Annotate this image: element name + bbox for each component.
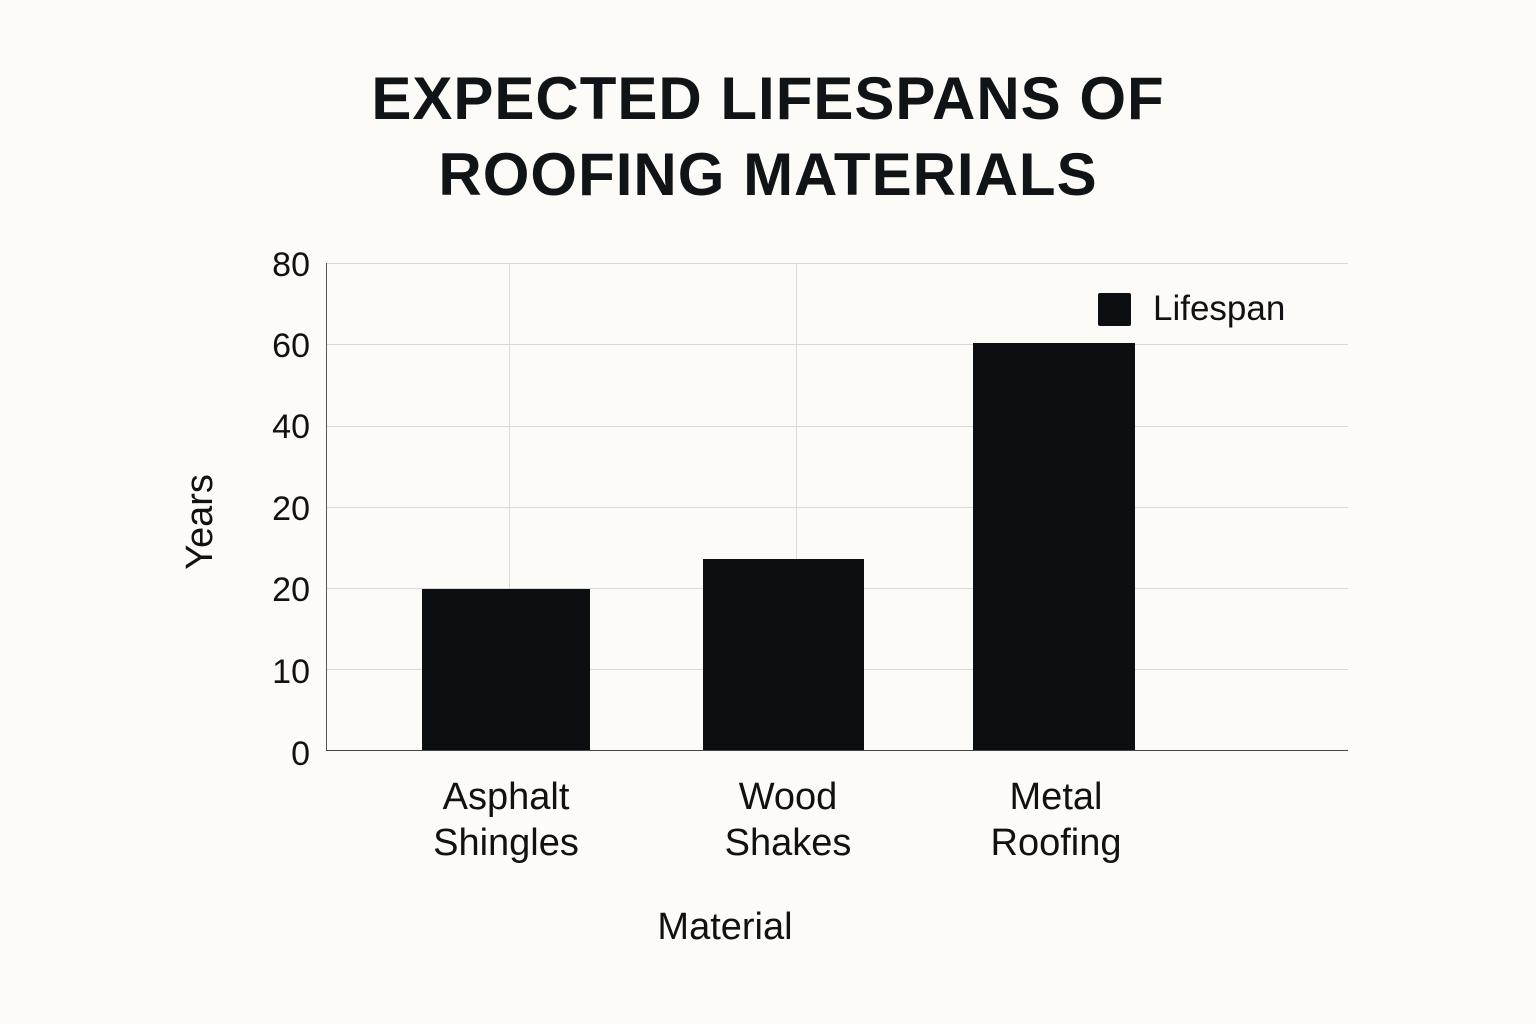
bar-asphalt-shingles	[422, 589, 590, 751]
x-axis-title: Material	[657, 906, 793, 948]
chart-title-line-2: ROOFING MATERIALS	[438, 141, 1098, 208]
x-label-line: Shingles	[433, 822, 579, 864]
bar-metal-roofing	[973, 343, 1135, 751]
y-tick-label: 10	[272, 653, 310, 691]
x-axis-line	[326, 750, 1348, 751]
x-label-line: Shakes	[724, 822, 852, 864]
vertical-gridline	[509, 263, 510, 751]
y-axis-line	[326, 263, 327, 751]
y-tick-label: 40	[272, 408, 310, 446]
x-category-label: Wood Shakes	[668, 774, 908, 866]
legend-swatch-icon	[1098, 292, 1131, 326]
gridline	[327, 507, 1348, 508]
y-tick-label: 60	[272, 327, 310, 365]
vertical-gridline	[796, 263, 797, 751]
y-axis-title: Years	[179, 474, 221, 570]
legend: Lifespan	[1098, 289, 1285, 329]
x-category-label: Metal Roofing	[936, 774, 1176, 866]
gridline	[327, 263, 1348, 264]
gridline	[327, 426, 1348, 427]
x-category-label: Asphalt Shingles	[386, 774, 626, 866]
x-label-line: Wood	[738, 776, 838, 818]
y-tick-label: 0	[291, 735, 310, 773]
gridline	[327, 344, 1348, 345]
y-tick-label: 20	[272, 490, 310, 528]
y-tick-label: 80	[272, 246, 310, 284]
legend-label: Lifespan	[1153, 289, 1286, 328]
x-label-line: Asphalt	[442, 776, 570, 818]
chart-title-line-1: EXPECTED LIFESPANS OF	[371, 65, 1165, 132]
bar-wood-shakes	[703, 559, 864, 751]
x-label-line: Metal	[1009, 776, 1103, 818]
y-tick-label: 20	[272, 571, 310, 609]
x-label-line: Roofing	[990, 822, 1122, 864]
